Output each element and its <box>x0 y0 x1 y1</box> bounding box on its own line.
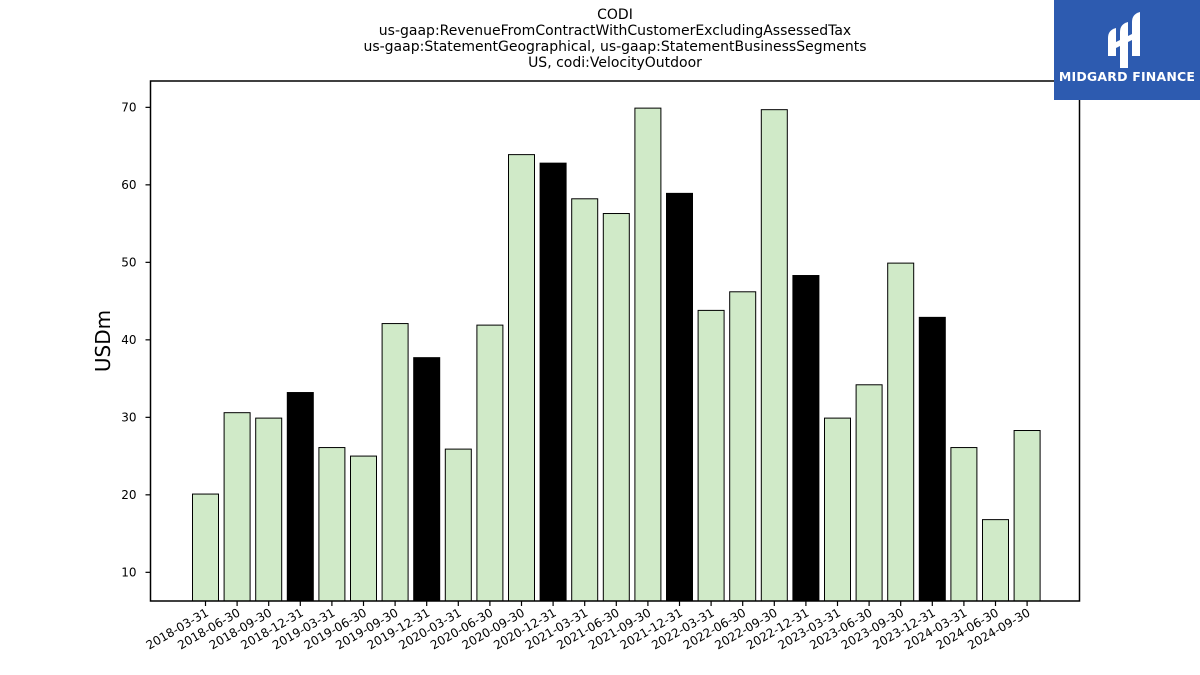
bar-2022-06-30 <box>729 291 757 602</box>
bar-2018-03-31 <box>192 493 219 602</box>
bar-2020-03-31 <box>444 448 472 602</box>
bar-2019-09-30 <box>381 323 409 602</box>
bar-2021-03-31 <box>571 198 599 602</box>
bar-2021-12-31 <box>666 192 693 602</box>
chart-title-line-1: CODI <box>597 7 633 23</box>
bar-2020-06-30 <box>476 324 504 602</box>
bar-2023-06-30 <box>855 384 883 602</box>
chart-title-line-3: us-gaap:StatementGeographical, us-gaap:S… <box>363 39 867 55</box>
bar-2023-09-30 <box>887 262 915 602</box>
bar-2020-09-30 <box>508 154 535 602</box>
bar-2020-12-31 <box>539 162 567 602</box>
bar-2022-09-30 <box>760 109 788 602</box>
bar-2023-03-31 <box>824 417 851 602</box>
y-tick-label: 30 <box>121 410 136 424</box>
bar-2024-03-31 <box>950 447 978 602</box>
bar-2019-12-31 <box>413 357 441 602</box>
logo-text: MIDGARD FINANCE <box>1058 69 1196 84</box>
bar-2018-06-30 <box>223 412 251 602</box>
bar-2019-03-31 <box>318 447 346 602</box>
midgard-logo-icon <box>1108 12 1140 68</box>
chart-title-line-2: us-gaap:RevenueFromContractWithCustomerE… <box>378 23 852 39</box>
bar-2018-12-31 <box>286 392 314 602</box>
y-tick-label: 70 <box>121 100 136 114</box>
y-tick-label: 40 <box>121 333 136 347</box>
midgard-finance-logo: MIDGARD FINANCE <box>1054 0 1200 100</box>
bar-2023-12-31 <box>918 316 946 602</box>
chart-title-line-4: US, codi:VelocityOutdoor <box>528 55 702 71</box>
y-axis-label: USDm <box>91 310 115 372</box>
y-tick-label: 10 <box>121 565 136 579</box>
bar-2024-09-30 <box>1013 430 1041 602</box>
y-tick-label: 20 <box>121 488 136 502</box>
bar-2024-06-30 <box>982 519 1009 602</box>
y-tick-label: 60 <box>121 178 136 192</box>
bar-2022-03-31 <box>697 309 725 602</box>
plot-area-frame <box>149 80 1081 602</box>
bar-2022-12-31 <box>792 275 820 602</box>
bar-2018-09-30 <box>255 417 283 602</box>
bar-2019-06-30 <box>350 455 377 602</box>
bar-2021-06-30 <box>602 213 630 602</box>
bar-2021-09-30 <box>634 107 662 602</box>
y-tick-label: 50 <box>121 255 136 269</box>
